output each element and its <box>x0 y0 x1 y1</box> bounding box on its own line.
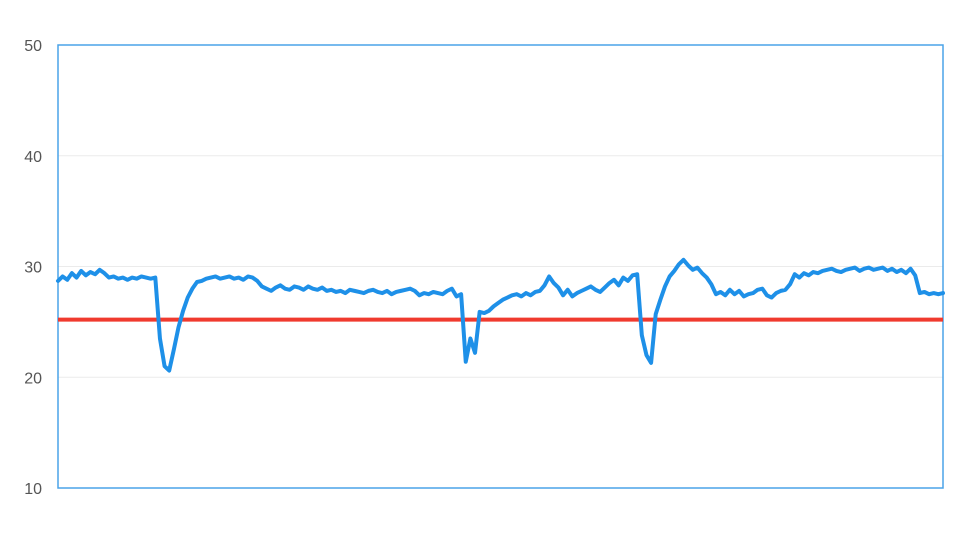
plot-frame <box>57 44 944 489</box>
y-tick-label: 10 <box>24 481 42 498</box>
y-tick-label: 30 <box>24 260 42 277</box>
y-axis-ticks: 50 40 30 20 10 <box>24 38 42 498</box>
series-line <box>56 257 945 373</box>
y-tick-label: 40 <box>24 149 42 166</box>
gridlines <box>58 155 943 378</box>
y-tick-label: 50 <box>24 38 42 55</box>
y-tick-label: 20 <box>24 370 42 387</box>
series-layer <box>56 257 945 373</box>
